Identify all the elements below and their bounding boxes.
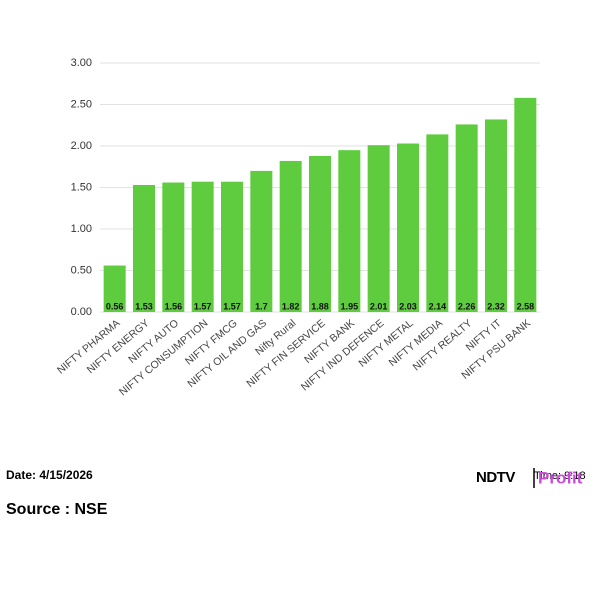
bar — [426, 134, 449, 312]
y-tick-label: 3.00 — [71, 57, 92, 69]
y-tick-label: 2.00 — [71, 140, 92, 152]
bar — [221, 181, 243, 312]
value-label: 2.03 — [399, 301, 417, 311]
bar — [367, 145, 390, 312]
bar — [133, 185, 155, 312]
bar — [250, 170, 273, 312]
bar — [309, 155, 331, 312]
value-label: 1.56 — [165, 301, 183, 311]
bar — [279, 160, 302, 312]
bar — [485, 119, 507, 312]
time: Time: 9:18 — [534, 470, 586, 482]
value-label: 1.82 — [282, 301, 300, 311]
value-label: 1.57 — [194, 301, 212, 311]
bar — [103, 265, 126, 312]
bar — [162, 182, 185, 312]
value-label: 2.58 — [517, 301, 535, 311]
y-tick-label: 2.50 — [71, 98, 92, 110]
y-tick-label: 1.00 — [71, 223, 92, 235]
y-tick-label: 0.50 — [71, 264, 92, 276]
value-label: 2.26 — [458, 301, 476, 311]
value-label: 1.7 — [255, 301, 268, 311]
y-tick-label: 1.50 — [71, 181, 92, 193]
source: Source : NSE — [6, 501, 108, 518]
logo-ndtv: NDTV — [476, 469, 515, 486]
bar — [455, 124, 478, 312]
value-label: 2.32 — [487, 301, 505, 311]
value-label: 1.57 — [223, 301, 241, 311]
value-label: 0.56 — [106, 301, 124, 311]
value-label: 2.01 — [370, 301, 388, 311]
bar — [191, 181, 214, 312]
value-label: 2.14 — [429, 301, 447, 311]
bar — [397, 143, 419, 312]
date: Date: 4/15/2026 — [6, 468, 93, 482]
bar — [338, 150, 361, 312]
logo-profit: Profit — [538, 468, 583, 487]
value-label: 1.53 — [135, 301, 153, 311]
bar — [514, 97, 537, 312]
value-label: 1.88 — [311, 301, 329, 311]
value-label: 1.95 — [341, 301, 359, 311]
y-tick-label: 0.00 — [71, 306, 92, 318]
